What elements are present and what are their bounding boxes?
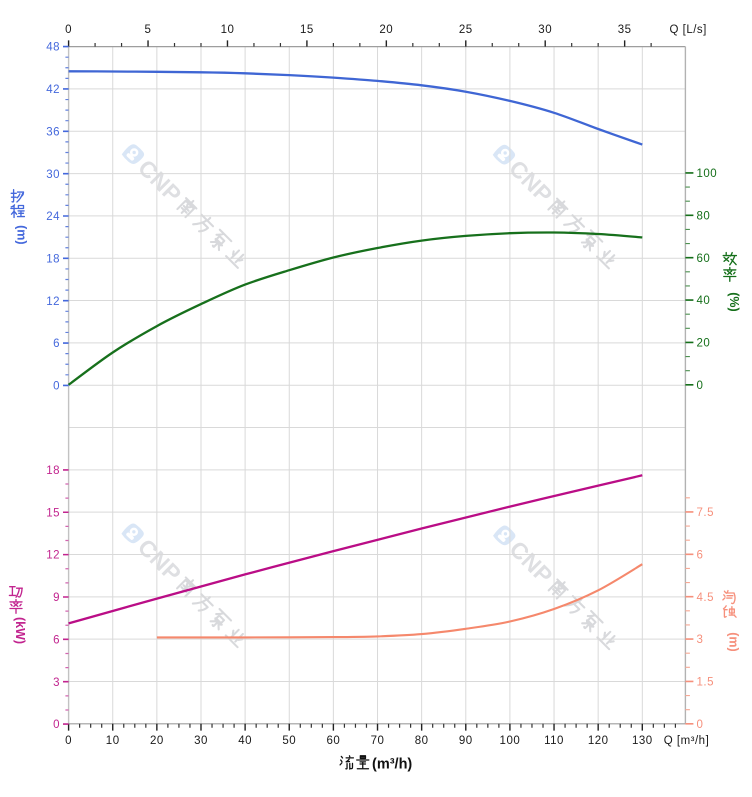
svg-text:20: 20 <box>150 735 164 747</box>
svg-text:6: 6 <box>53 338 60 350</box>
svg-text:60: 60 <box>327 735 341 747</box>
svg-text:50: 50 <box>282 735 296 747</box>
svg-text:0: 0 <box>697 380 704 392</box>
svg-text:40: 40 <box>697 295 711 307</box>
svg-text:24: 24 <box>46 211 60 223</box>
svg-text:60: 60 <box>697 253 711 265</box>
svg-text:42: 42 <box>46 84 60 96</box>
svg-text:Q [m³/h]: Q [m³/h] <box>664 735 710 747</box>
svg-text:90: 90 <box>459 735 473 747</box>
svg-text:130: 130 <box>632 735 653 747</box>
svg-text:1.5: 1.5 <box>697 677 715 689</box>
svg-text:35: 35 <box>618 24 632 36</box>
svg-text:120: 120 <box>588 735 609 747</box>
svg-text:0: 0 <box>53 719 60 731</box>
svg-text:0: 0 <box>697 719 704 731</box>
svg-text:(m): (m) <box>727 632 741 651</box>
svg-text:(kW): (kW) <box>13 617 27 644</box>
svg-text:12: 12 <box>46 550 60 562</box>
svg-text:100: 100 <box>500 735 521 747</box>
svg-text:9: 9 <box>53 592 60 604</box>
svg-text:15: 15 <box>300 24 314 36</box>
svg-text:70: 70 <box>371 735 385 747</box>
svg-text:30: 30 <box>46 169 60 181</box>
svg-text:18: 18 <box>46 465 60 477</box>
svg-text:4.5: 4.5 <box>697 592 715 604</box>
svg-text:3: 3 <box>697 634 704 646</box>
svg-text:0: 0 <box>65 24 72 36</box>
svg-text:6: 6 <box>53 635 60 647</box>
svg-text:6: 6 <box>697 549 704 561</box>
svg-text:(%): (%) <box>727 292 741 311</box>
svg-text:20: 20 <box>379 24 393 36</box>
svg-text:Q [L/s]: Q [L/s] <box>670 24 707 36</box>
svg-text:100: 100 <box>697 168 718 180</box>
svg-text:80: 80 <box>697 210 711 222</box>
svg-text:20: 20 <box>697 338 711 350</box>
svg-text:10: 10 <box>221 24 235 36</box>
svg-text:30: 30 <box>538 24 552 36</box>
svg-text:80: 80 <box>415 735 429 747</box>
svg-text:48: 48 <box>46 42 60 54</box>
svg-text:18: 18 <box>46 254 60 266</box>
svg-text:12: 12 <box>46 296 60 308</box>
svg-text:10: 10 <box>106 735 120 747</box>
svg-text:(m): (m) <box>15 225 29 244</box>
svg-text:40: 40 <box>238 735 252 747</box>
svg-text:7.5: 7.5 <box>697 507 715 519</box>
svg-text:15: 15 <box>46 507 60 519</box>
svg-text:30: 30 <box>194 735 208 747</box>
svg-text:(m³/h): (m³/h) <box>372 756 412 772</box>
svg-text:25: 25 <box>459 24 473 36</box>
svg-text:0: 0 <box>65 735 72 747</box>
svg-text:5: 5 <box>145 24 152 36</box>
svg-text:36: 36 <box>46 126 60 138</box>
svg-text:0: 0 <box>53 381 60 393</box>
svg-text:110: 110 <box>544 735 564 747</box>
svg-text:3: 3 <box>53 677 60 689</box>
